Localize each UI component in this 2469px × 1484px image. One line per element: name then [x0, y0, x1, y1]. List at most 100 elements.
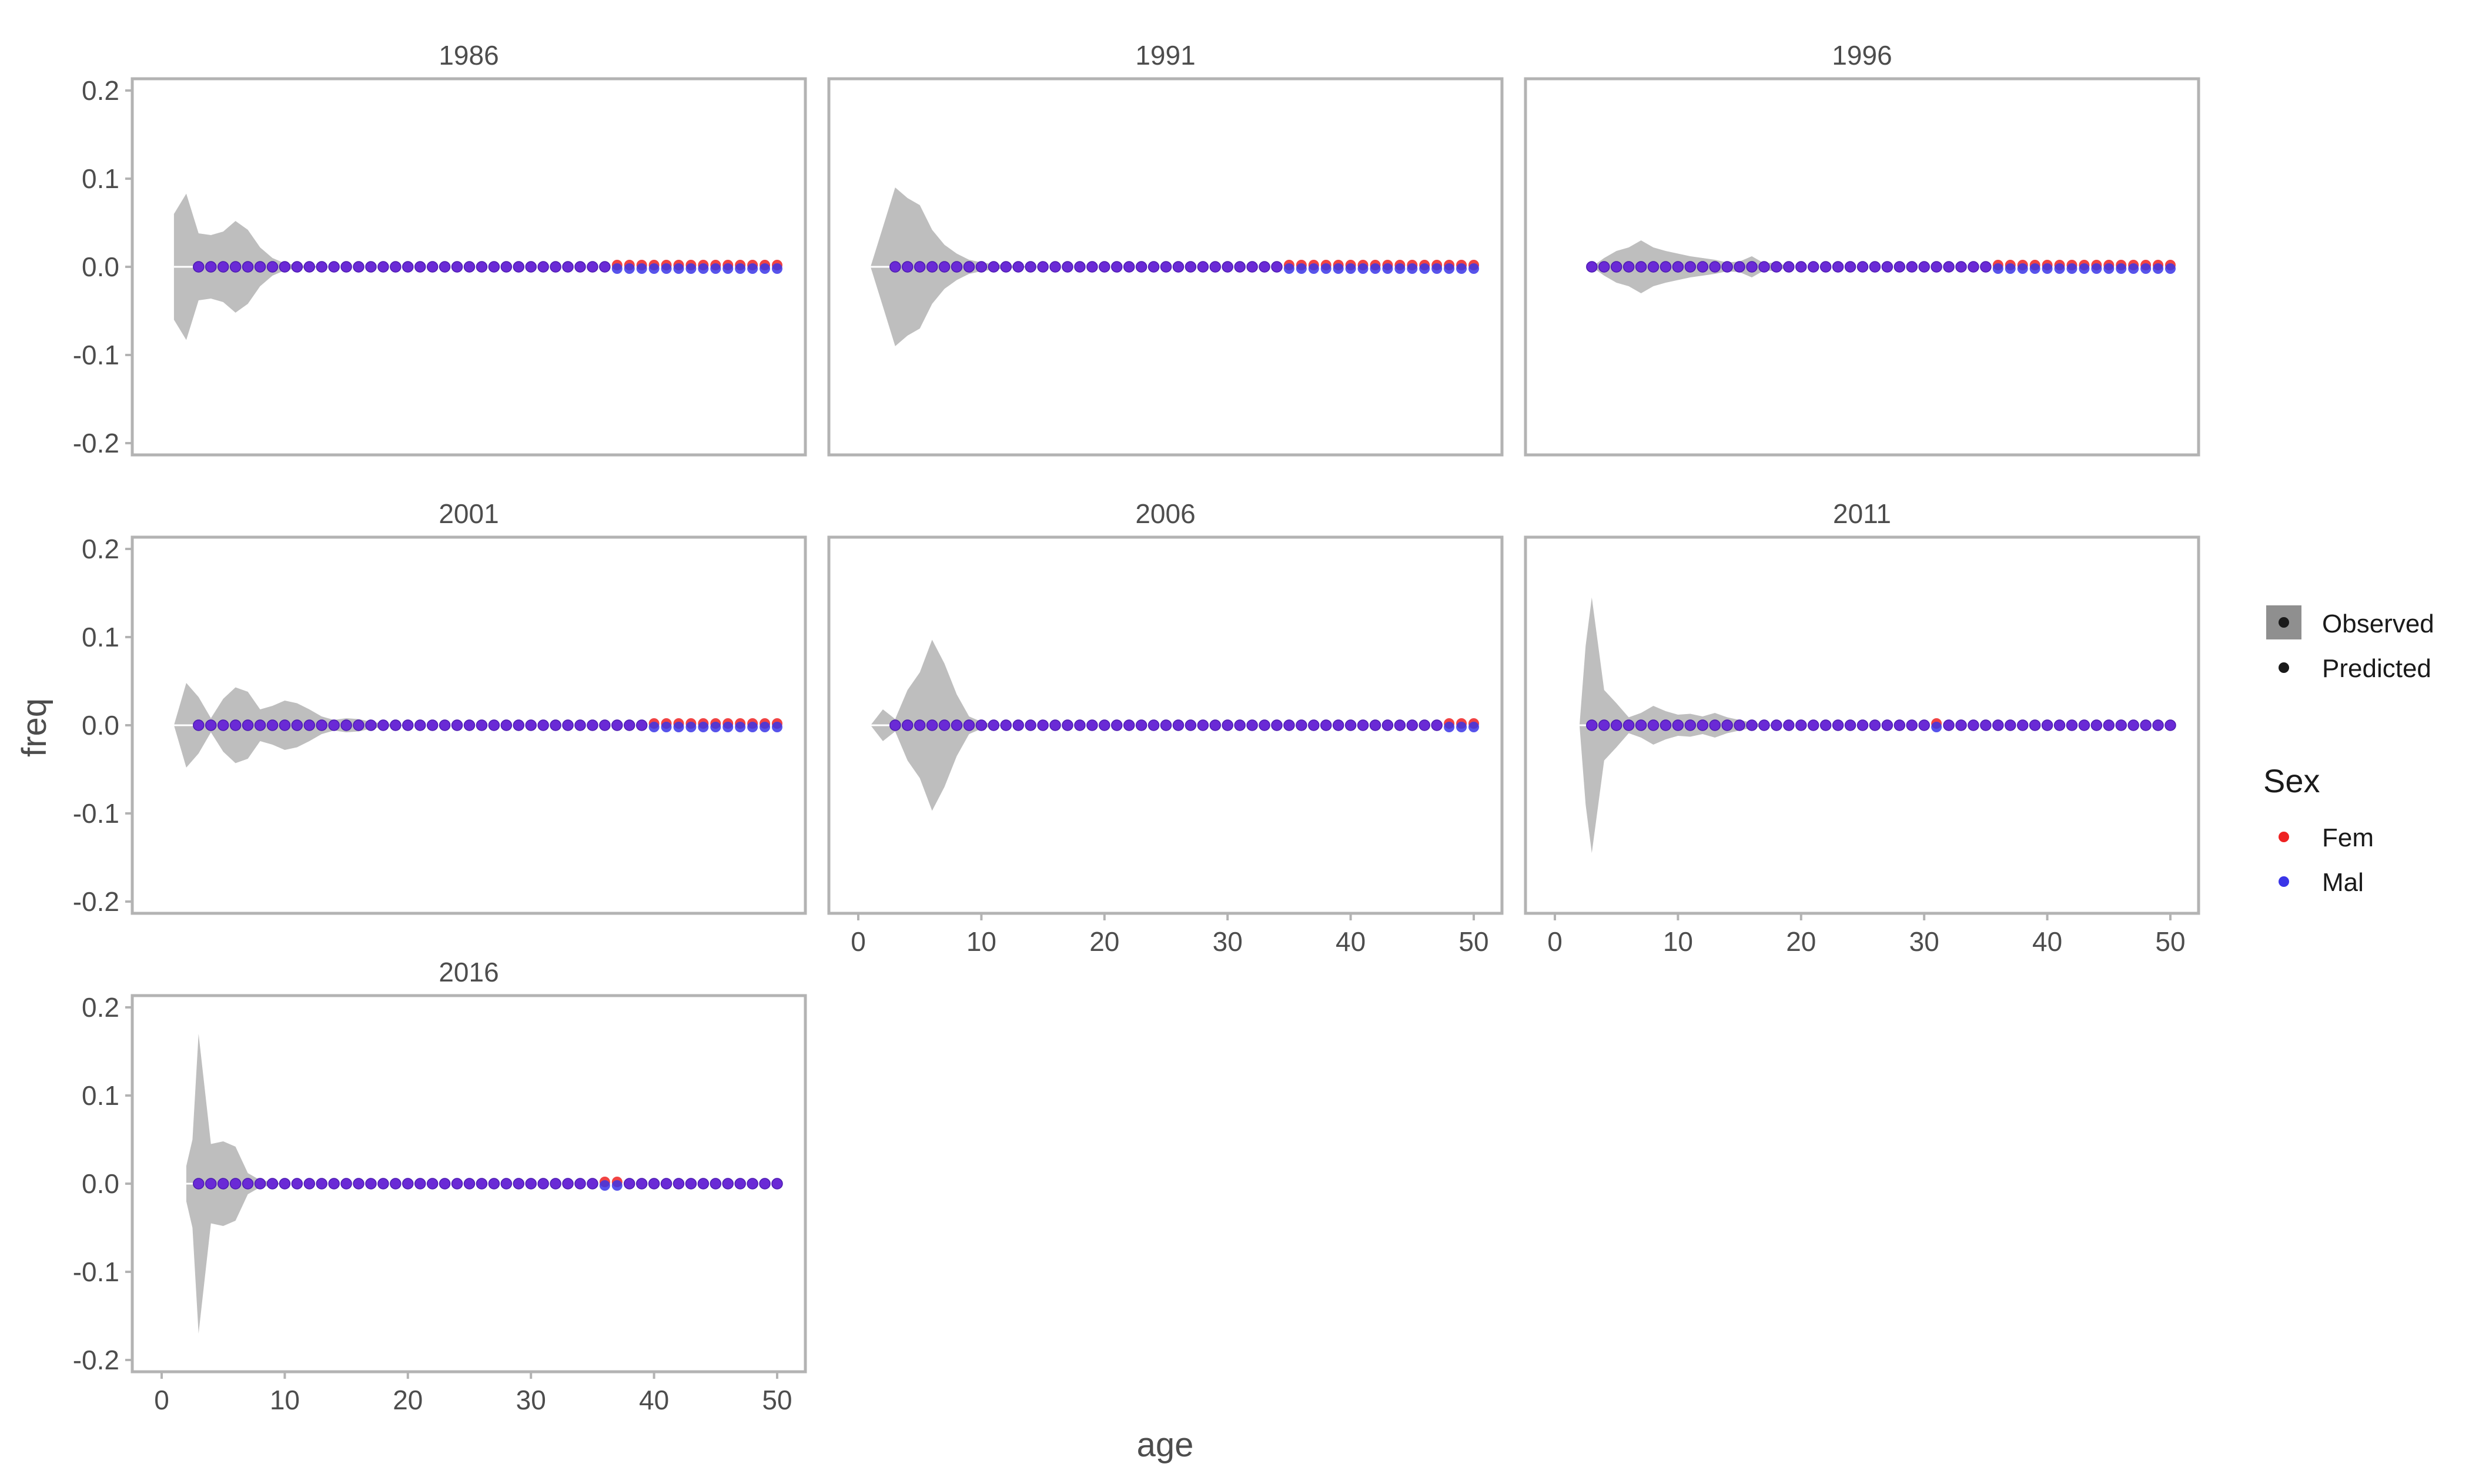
- point-mal: [889, 261, 901, 273]
- point-mal: [1357, 263, 1369, 274]
- point-mal: [402, 261, 414, 273]
- point-mal: [426, 719, 439, 731]
- point-mal: [771, 1178, 783, 1190]
- point-mal: [1308, 263, 1319, 274]
- y-tick-label: -0.1: [73, 340, 119, 370]
- point-mal: [1381, 719, 1394, 731]
- point-mal: [760, 263, 771, 274]
- point-mal: [1259, 261, 1270, 273]
- point-mal: [242, 1178, 254, 1190]
- panel-1996: 1996: [1524, 40, 2200, 457]
- point-mal: [1819, 719, 1832, 731]
- point-mal: [217, 719, 229, 731]
- point-mal: [525, 1178, 537, 1190]
- point-mal: [1610, 261, 1622, 273]
- point-mal: [2016, 719, 2029, 731]
- point-mal: [1135, 261, 1147, 273]
- point-mal: [2066, 719, 2078, 731]
- x-tick-label: 0: [1547, 926, 1563, 957]
- point-mal: [254, 719, 266, 731]
- panel-title: 1991: [1135, 40, 1195, 71]
- y-tick-label: -0.2: [73, 1345, 119, 1375]
- point-mal: [760, 722, 771, 732]
- point-mal: [1456, 722, 1467, 732]
- point-mal: [902, 719, 914, 731]
- point-mal: [1062, 261, 1073, 273]
- point-mal: [735, 722, 746, 732]
- panel-title: 2006: [1135, 498, 1195, 529]
- point-mal: [722, 1178, 734, 1190]
- point-mal: [951, 719, 963, 731]
- point-mal: [537, 261, 549, 273]
- point-mal: [1832, 261, 1844, 273]
- point-mal: [229, 1178, 242, 1190]
- point-mal: [1000, 719, 1012, 731]
- x-tick-label: 10: [270, 1385, 300, 1415]
- point-mal: [2103, 263, 2115, 274]
- point-mal: [525, 261, 537, 273]
- y-tick-label: -0.1: [73, 798, 119, 829]
- point-mal: [500, 1178, 513, 1190]
- point-mal: [1758, 719, 1770, 731]
- point-mal: [1709, 261, 1721, 273]
- point-mal: [377, 719, 389, 731]
- point-mal: [599, 1180, 610, 1191]
- point-mal: [1647, 261, 1660, 273]
- point-mal: [1444, 263, 1455, 274]
- point-mal: [661, 263, 672, 274]
- point-mal: [414, 719, 426, 731]
- point-mal: [266, 719, 279, 731]
- point-mal: [710, 722, 721, 732]
- point-mal: [574, 1178, 586, 1190]
- point-mal: [1086, 719, 1098, 731]
- point-mal: [1296, 719, 1307, 731]
- x-tick-label: 50: [1458, 926, 1488, 957]
- point-mal: [1622, 719, 1635, 731]
- point-mal: [926, 261, 938, 273]
- point-mal: [1456, 263, 1467, 274]
- point-mal: [1869, 719, 1881, 731]
- point-mal: [926, 719, 938, 731]
- point-mal: [1074, 261, 1086, 273]
- point-mal: [488, 261, 500, 273]
- panel-title: 1996: [1832, 40, 1892, 71]
- point-mal: [722, 263, 734, 274]
- point-mal: [316, 719, 327, 731]
- legend-label-fem: Fem: [2322, 823, 2374, 852]
- point-mal: [1123, 719, 1135, 731]
- point-mal: [476, 1178, 488, 1190]
- point-mal: [229, 261, 242, 273]
- point-mal: [1110, 719, 1123, 731]
- point-mal: [2128, 263, 2139, 274]
- point-mal: [951, 261, 963, 273]
- point-mal: [1832, 719, 1844, 731]
- panel-title: 2011: [1833, 498, 1891, 529]
- point-mal: [1394, 263, 1406, 274]
- point-mal: [193, 1178, 205, 1190]
- point-mal: [488, 1178, 500, 1190]
- point-mal: [1931, 261, 1942, 273]
- point-mal: [1012, 719, 1024, 731]
- point-mal: [402, 1178, 414, 1190]
- point-mal: [636, 263, 647, 274]
- point-mal: [1468, 722, 1479, 732]
- point-mal: [1598, 261, 1610, 273]
- x-tick-label: 40: [1336, 926, 1366, 957]
- point-mal: [2066, 263, 2077, 274]
- point-mal: [1647, 719, 1660, 731]
- x-tick-label: 50: [2155, 926, 2185, 957]
- point-mal: [254, 261, 266, 273]
- point-mal: [2140, 263, 2152, 274]
- y-tick-label: 0.2: [82, 534, 119, 564]
- point-mal: [747, 722, 758, 732]
- point-mal: [2054, 263, 2065, 274]
- point-mal: [316, 261, 327, 273]
- point-mal: [1771, 261, 1782, 273]
- x-tick-label: 50: [762, 1385, 792, 1415]
- panel-border: [1524, 535, 2200, 915]
- panel-2016: 2016 -0.2 -0.1 0.0 0.1 0.2 0 10 20 30 40 50: [73, 957, 807, 1415]
- point-mal: [1283, 263, 1294, 274]
- point-mal: [747, 1178, 758, 1190]
- point-mal: [1406, 719, 1418, 731]
- point-mal: [611, 263, 623, 274]
